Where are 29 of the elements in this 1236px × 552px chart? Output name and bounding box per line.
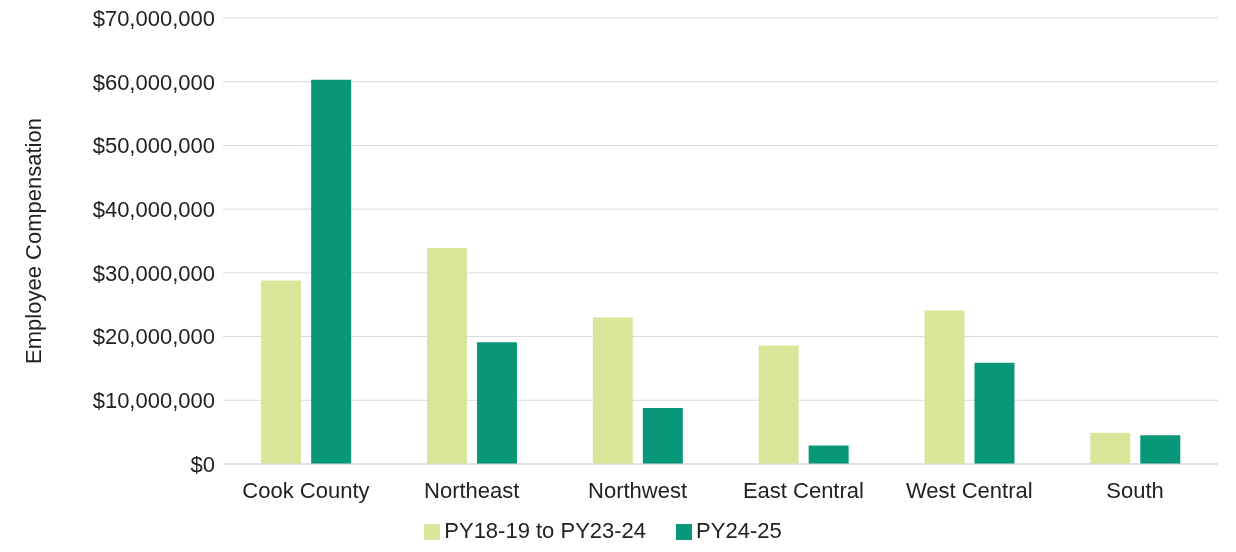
x-tick-label: South	[1106, 477, 1164, 503]
x-tick-label: East Central	[742, 477, 864, 503]
x-tick-label: Northeast	[424, 477, 520, 503]
bar	[426, 248, 467, 464]
bar	[808, 445, 849, 464]
x-tick-label: Northwest	[588, 477, 688, 503]
y-axis-title: Employee Compensation	[20, 118, 46, 364]
y-tick-label: $70,000,000	[92, 5, 215, 31]
bar	[476, 342, 517, 464]
y-tick-label: $50,000,000	[92, 133, 215, 159]
bar	[974, 362, 1015, 464]
y-tick-label: $20,000,000	[92, 324, 215, 350]
bar	[1140, 435, 1181, 464]
bar	[642, 407, 683, 464]
x-tick-label: West Central	[905, 477, 1033, 503]
bar	[592, 317, 633, 464]
y-tick-label: $0	[190, 451, 215, 477]
x-tick-label: Cook County	[242, 477, 370, 503]
legend-label: PY24-25	[696, 518, 782, 543]
bar	[758, 345, 799, 464]
legend-label: PY18-19 to PY23-24	[444, 518, 647, 543]
y-tick-label: $10,000,000	[92, 388, 215, 414]
bar	[261, 280, 302, 464]
y-tick-label: $30,000,000	[92, 260, 215, 286]
bar	[1090, 432, 1131, 464]
y-tick-label: $40,000,000	[92, 196, 215, 222]
bar	[311, 79, 352, 464]
bar	[924, 310, 965, 464]
y-tick-label: $60,000,000	[92, 69, 215, 95]
